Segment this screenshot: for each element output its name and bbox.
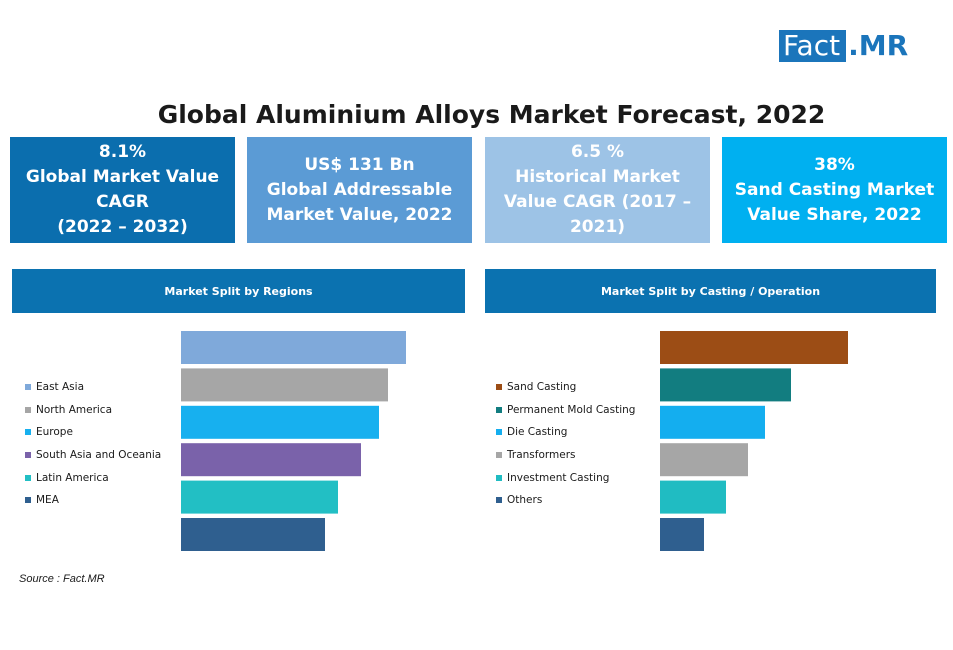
kpi-card-cagr: 8.1% Global Market Value CAGR (2022 – 20… (10, 137, 235, 243)
bar-investment-casting (660, 480, 726, 514)
bar-east-asia (181, 331, 406, 364)
legend-item: Die Casting (496, 421, 635, 444)
casting-panel-title: Market Split by Casting / Operation (485, 269, 936, 313)
kpi-card-historical-cagr: 6.5 % Historical Market Value CAGR (2017… (485, 137, 710, 243)
kpi-line: US$ 131 Bn (304, 154, 415, 175)
legend-item: Permanent Mold Casting (496, 399, 635, 422)
legend-swatch (496, 474, 502, 481)
legend-item: Sand Casting (496, 376, 635, 399)
kpi-line: Global Addressable (266, 179, 453, 200)
bar-latin-america (181, 480, 338, 514)
legend-swatch (25, 429, 31, 436)
legend-swatch (25, 406, 31, 413)
regions-bar-chart (181, 328, 421, 553)
kpi-line: Value CAGR (2017 – (503, 192, 692, 212)
kpi-line: Historical Market (515, 167, 680, 187)
casting-bar-chart (660, 328, 900, 553)
legend-swatch (25, 474, 31, 481)
kpi-line: 38% (814, 154, 855, 175)
bar-south-asia-and-oceania (181, 443, 361, 477)
bar-others (660, 518, 704, 551)
kpi-line: Global Market Value (25, 167, 220, 187)
legend-item: Transformers (496, 444, 635, 467)
logo-fact-text: Fact (779, 30, 847, 62)
regions-legend: East Asia North America Europe South Asi… (25, 376, 161, 512)
legend-label: Die Casting (507, 426, 568, 439)
legend-item: MEA (25, 489, 161, 512)
logo-mr-text: .MR (848, 29, 909, 62)
legend-item: South Asia and Oceania (25, 444, 161, 467)
legend-item: East Asia (25, 376, 161, 399)
legend-item: Latin America (25, 466, 161, 489)
legend-swatch (496, 452, 502, 459)
legend-label: East Asia (36, 381, 84, 394)
legend-swatch (496, 429, 502, 436)
legend-label: Europe (36, 426, 73, 439)
page-title: Global Aluminium Alloys Market Forecast,… (157, 100, 826, 129)
legend-label: Transformers (507, 449, 576, 462)
kpi-line: (2022 – 2032) (57, 217, 188, 237)
legend-label: North America (36, 403, 113, 416)
bar-permanent-mold-casting (660, 368, 791, 402)
kpi-line: Sand Casting Market (734, 179, 935, 200)
kpi-line: 6.5 % (570, 142, 625, 162)
legend-item: Investment Casting (496, 466, 635, 489)
bar-north-america (181, 368, 388, 402)
legend-swatch (25, 384, 31, 391)
kpi-card-sand-casting-share: 38% Sand Casting Market Value Share, 202… (722, 137, 947, 243)
kpi-line: Value Share, 2022 (747, 204, 922, 225)
legend-swatch (496, 384, 502, 391)
kpi-line: Market Value, 2022 (266, 204, 453, 225)
legend-label: Sand Casting (507, 381, 577, 394)
source-note: Source : Fact.MR (19, 573, 105, 585)
bar-sand-casting (660, 331, 848, 364)
legend-swatch (25, 497, 31, 504)
bar-europe (181, 405, 379, 439)
kpi-line: CAGR (96, 192, 149, 212)
legend-label: Permanent Mold Casting (507, 403, 636, 416)
legend-swatch (496, 406, 502, 413)
legend-label: South Asia and Oceania (36, 449, 162, 462)
factmr-logo: Fact .MR (779, 30, 908, 62)
legend-label: Latin America (36, 471, 109, 484)
legend-swatch (496, 497, 502, 504)
bar-die-casting (660, 405, 765, 439)
legend-item: Others (496, 489, 635, 512)
legend-label: Others (507, 494, 543, 507)
casting-legend: Sand Casting Permanent Mold Casting Die … (496, 376, 635, 512)
casting-bar-svg (660, 331, 848, 551)
kpi-line: 8.1% (98, 142, 147, 162)
bar-mea (181, 518, 325, 551)
bar-transformers (660, 443, 748, 477)
regions-panel-title: Market Split by Regions (12, 269, 465, 313)
kpi-card-market-value: US$ 131 Bn Global Addressable Market Val… (247, 137, 472, 243)
legend-label: MEA (36, 494, 59, 507)
legend-label: Investment Casting (507, 471, 610, 484)
kpi-line: 2021) (569, 217, 626, 237)
legend-item: Europe (25, 421, 161, 444)
legend-item: North America (25, 399, 161, 422)
regions-bar-svg (181, 331, 406, 551)
legend-swatch (25, 452, 31, 459)
